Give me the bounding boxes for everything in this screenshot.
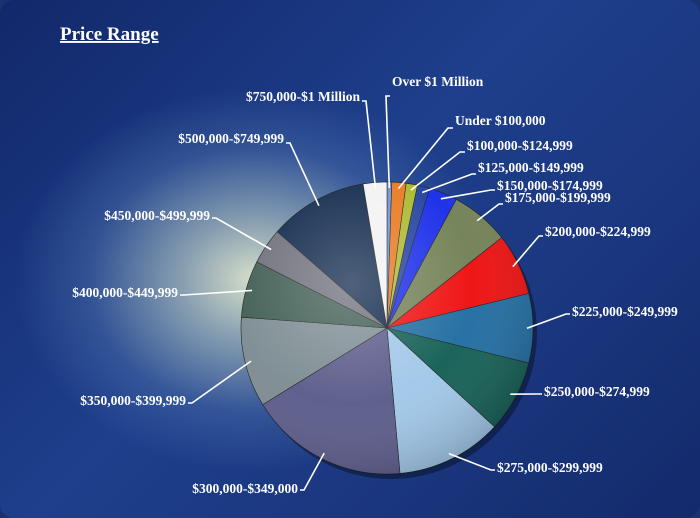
leader-line-11: [300, 452, 325, 491]
slice-label-4: $125,000-$149,999: [478, 160, 584, 175]
slice-label-14: $450,000-$499,999: [104, 208, 210, 223]
leader-line-8: [526, 313, 570, 329]
leader-line-5: [440, 189, 495, 200]
labels-layer: Over $1 Million Under $100,000 $100,000-$1…: [72, 74, 678, 496]
slice-label-10: $275,000-$299,999: [497, 460, 603, 475]
slice-label-5: $150,000-$174,999: [497, 178, 603, 193]
slice-label-8: $225,000-$249,999: [572, 304, 678, 319]
leader-line-14: [212, 217, 272, 251]
pie-gloss: [241, 182, 533, 474]
leaders-layer: [180, 95, 570, 491]
slice-label-16: $750,000-$1 Million: [246, 89, 360, 104]
chart-title: Price Range: [60, 24, 159, 45]
slice-label-11: $300,000-$349,000: [192, 481, 298, 496]
leader-line-7: [512, 235, 543, 268]
slice-label-9: $250,000-$274,999: [544, 384, 650, 399]
slice-label-3: $100,000-$124,999: [467, 138, 573, 153]
slice-label-2: Under $100,000: [455, 113, 546, 128]
slice-label-13: $400,000-$449,999: [72, 285, 178, 300]
leader-line-6: [476, 203, 503, 222]
slices-layer: [240, 181, 537, 479]
leader-line-12: [188, 360, 252, 404]
leader-line-15: [286, 142, 320, 207]
leader-line-2: [397, 127, 453, 190]
slice-label-7: $200,000-$224,999: [545, 224, 651, 239]
leader-line-10: [448, 452, 495, 471]
slice-label-15: $500,000-$749,999: [178, 131, 284, 146]
leader-line-16: [362, 100, 377, 189]
leader-line-4: [421, 173, 476, 194]
slice-label-12: $350,000-$399,999: [80, 393, 186, 408]
leader-line-13: [180, 289, 253, 296]
leader-line-3: [410, 151, 465, 191]
slice-label-6: $175,000-$199,999: [505, 190, 611, 205]
leader-line-1: [385, 95, 391, 189]
slice-label-1: Over $1 Million: [392, 74, 484, 89]
